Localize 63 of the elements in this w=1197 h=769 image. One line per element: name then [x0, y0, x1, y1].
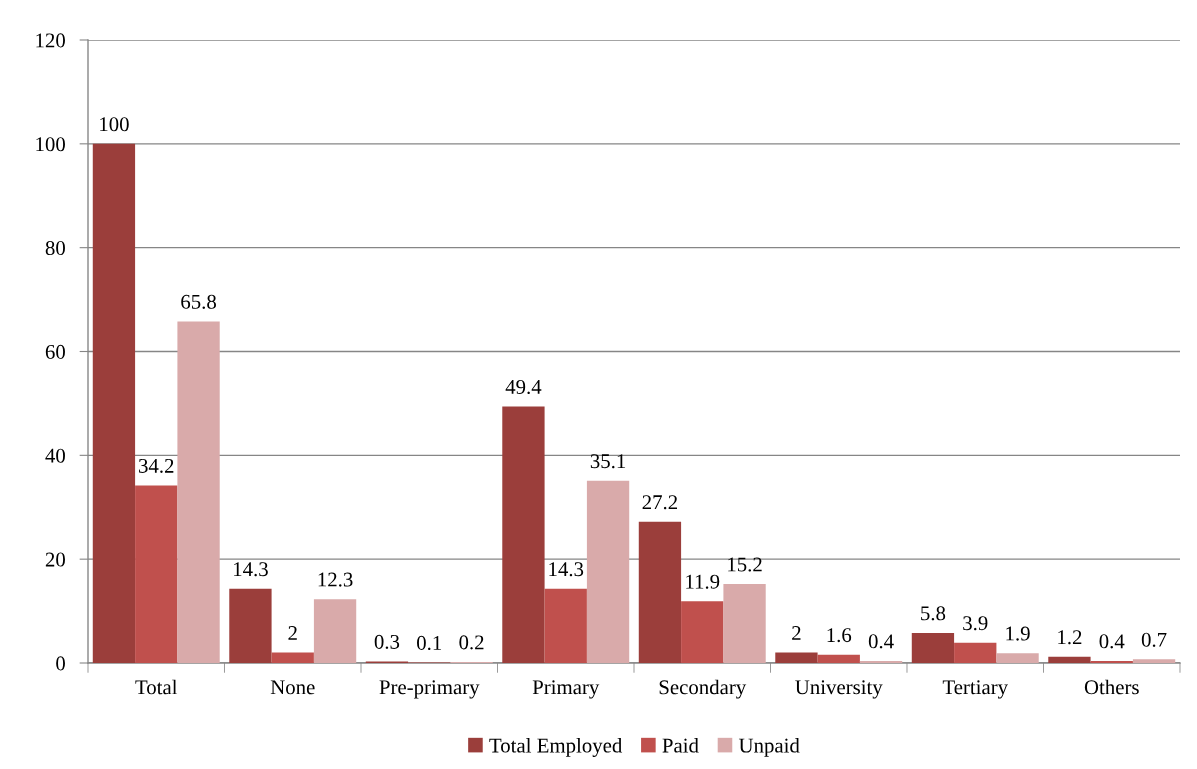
y-tick-label: 120 [36, 33, 65, 48]
legend-label: Unpaid [738, 737, 800, 757]
bar [313, 599, 357, 663]
x-tick-label: Others [1084, 679, 1139, 695]
y-tick-label: 60 [45, 344, 65, 359]
bar [775, 652, 818, 663]
bar [996, 653, 1039, 663]
bar [135, 485, 178, 663]
data-label: 14.3 [549, 562, 584, 577]
data-label: 49.4 [505, 379, 542, 395]
bar [544, 588, 587, 663]
data-label: 100 [100, 117, 129, 132]
data-label: 2 [792, 626, 801, 640]
x-tick-label: Primary [532, 680, 600, 699]
data-label: 12.3 [318, 572, 353, 587]
data-label: 2 [288, 626, 297, 640]
x-tick-label: University [795, 680, 883, 699]
data-label: 0.4 [1099, 634, 1125, 649]
legend-label: Total Employed [489, 737, 623, 757]
data-label: 3.9 [963, 616, 988, 631]
data-label: 65.8 [181, 294, 216, 309]
bar [271, 652, 314, 663]
data-label: 34.2 [139, 458, 174, 473]
bar [229, 588, 272, 663]
data-label: 27.2 [642, 495, 678, 510]
bar [681, 601, 724, 663]
x-tick-label: Pre-primary [379, 680, 480, 699]
data-label: 35.1 [590, 454, 626, 469]
bar [92, 143, 136, 663]
bar [1132, 659, 1176, 663]
data-label: 1.6 [827, 628, 852, 643]
legend-label: Paid [662, 737, 699, 753]
bar [502, 406, 545, 663]
y-tick-label: 100 [36, 137, 65, 152]
data-label: 1.2 [1058, 630, 1082, 645]
data-label: 0.2 [459, 635, 484, 650]
bar [1090, 660, 1133, 663]
bar [954, 642, 997, 663]
data-label: 15.2 [728, 557, 762, 572]
x-tick-label: Secondary [659, 679, 747, 699]
bar [1048, 656, 1091, 663]
data-label: 5.8 [921, 606, 946, 621]
y-tick-label: 0 [56, 656, 65, 671]
x-tick-label: Total [135, 679, 178, 695]
data-label: 0.7 [1141, 632, 1167, 647]
bar [911, 632, 955, 663]
bar [586, 480, 630, 663]
bar [723, 584, 766, 663]
y-tick-label: 80 [45, 241, 65, 256]
data-label: 0.1 [417, 635, 442, 651]
data-label: 14.3 [234, 562, 268, 577]
x-tick-label: None [270, 680, 315, 695]
bar [817, 654, 860, 663]
data-label: 11.9 [686, 574, 720, 589]
y-tick-label: 20 [45, 552, 65, 567]
data-label: 0.3 [374, 634, 400, 649]
data-label: 1.9 [1006, 626, 1030, 641]
bar [638, 521, 682, 663]
bar [859, 660, 903, 663]
data-label: 0.4 [868, 634, 894, 649]
bar [177, 321, 220, 663]
y-tick-label: 40 [45, 448, 65, 463]
x-tick-label: Tertiary [942, 680, 1008, 699]
